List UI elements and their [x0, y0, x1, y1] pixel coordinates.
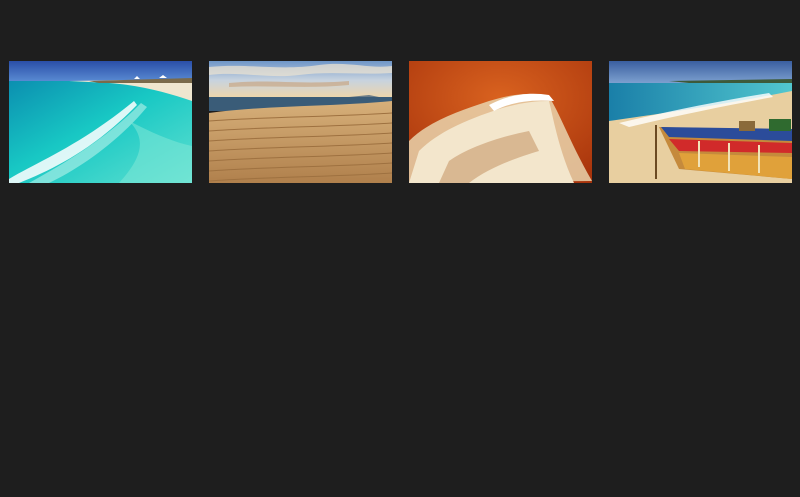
beach-boat-image	[609, 61, 792, 183]
turquoise-beach-image	[9, 61, 192, 183]
red-sand-foam-image	[409, 61, 592, 183]
thumbnail-gallery	[9, 61, 793, 183]
thumbnail-beach-boat[interactable]	[609, 61, 792, 183]
thumbnail-sand-dunes[interactable]	[209, 61, 392, 183]
thumbnail-red-sand-foam[interactable]	[409, 61, 592, 183]
thumbnail-turquoise-beach[interactable]	[9, 61, 192, 183]
sand-dunes-image	[209, 61, 392, 183]
